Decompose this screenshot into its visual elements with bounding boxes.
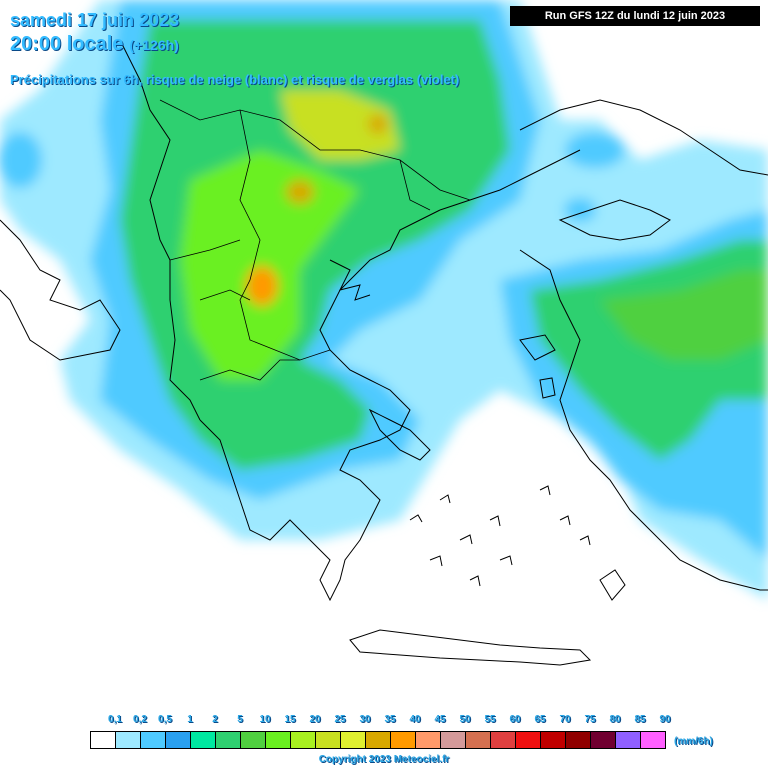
legend-swatch — [640, 731, 666, 749]
border-1 — [159, 99, 471, 201]
legend-swatch — [140, 731, 166, 749]
legend-swatch — [240, 731, 266, 749]
precip-field — [0, 0, 768, 600]
map-description: Précipitations sur 6h, risque de neige (… — [10, 72, 460, 87]
legend-tick-label: 75 — [584, 714, 596, 725]
legend-swatch — [190, 731, 216, 749]
color-legend: 0,1 0,2 0,5 1 2 5 10 15 20 25 30 35 40 45 50 55 60 65 70 75… — [0, 710, 768, 768]
chios — [539, 377, 556, 399]
italy-coast — [0, 219, 121, 361]
precip-blob-ne — [565, 132, 625, 168]
legend-tick-label: 2 — [212, 714, 218, 725]
legend-tick-label: 60 — [509, 714, 521, 725]
legend-swatch — [565, 731, 591, 749]
legend-swatch — [515, 731, 541, 749]
marmara-sea — [558, 199, 671, 241]
border-5 — [399, 159, 431, 211]
legend-swatch — [615, 731, 641, 749]
legend-swatch — [165, 731, 191, 749]
legend-tick-label: 1 — [187, 714, 193, 725]
rhodes — [599, 569, 626, 601]
adriatic-coast — [119, 39, 201, 421]
legend-tick-label: 80 — [609, 714, 621, 725]
legend-swatch — [440, 731, 466, 749]
coastlines-borders — [0, 39, 768, 666]
lesbos — [519, 334, 556, 361]
legend-tick-label: 70 — [559, 714, 571, 725]
legend-tick-label: 35 — [384, 714, 396, 725]
precip-east-lightgreen — [600, 270, 768, 360]
crete — [349, 629, 592, 666]
legend-tick-label: 65 — [534, 714, 546, 725]
euboea — [368, 408, 431, 461]
halkidiki — [329, 259, 371, 301]
cyclades — [409, 494, 513, 587]
border-2 — [239, 109, 331, 361]
legend-swatch — [540, 731, 566, 749]
legend-tick-label: 20 — [309, 714, 321, 725]
forecast-time: 20:00 locale (+126h) — [10, 33, 179, 56]
legend-tick-label: 85 — [634, 714, 646, 725]
run-info-box: Run GFS 12Z du lundi 12 juin 2023 — [510, 6, 760, 26]
legend-tick-label: 40 — [409, 714, 421, 725]
turkey-coast — [519, 249, 768, 591]
forecast-date: samedi 17 juin 2023 — [10, 10, 180, 30]
legend-tick-label: 90 — [659, 714, 671, 725]
precip-core-3 — [368, 114, 388, 134]
legend-swatch — [315, 731, 341, 749]
border-3 — [169, 239, 251, 301]
legend-tick-label: 5 — [237, 714, 243, 725]
precip-core-2 — [286, 180, 314, 204]
precip-blob-west — [0, 132, 42, 188]
legend-swatch — [465, 731, 491, 749]
legend-tick-label: 0,1 — [108, 714, 122, 725]
legend-swatch — [365, 731, 391, 749]
precip-core-1 — [246, 266, 278, 306]
precip-bright-green — [180, 150, 360, 380]
black-sea-coast — [519, 99, 768, 176]
legend-tick-label: 45 — [434, 714, 446, 725]
legend-tick-label: 25 — [334, 714, 346, 725]
legend-unit: (mm/6h) — [674, 736, 713, 747]
copyright-text: Copyright 2023 Meteociel.fr — [318, 754, 450, 765]
forecast-offset: (+126h) — [129, 37, 179, 53]
legend-swatch — [215, 731, 241, 749]
legend-tick-label: 15 — [284, 714, 296, 725]
legend-swatch — [115, 731, 141, 749]
legend-tick-label: 10 — [259, 714, 271, 725]
legend-tick-label: 0,5 — [158, 714, 172, 725]
legend-swatch — [390, 731, 416, 749]
legend-swatch — [490, 731, 516, 749]
legend-tick-label: 0,2 — [133, 714, 147, 725]
legend-swatch — [415, 731, 441, 749]
legend-swatch — [290, 731, 316, 749]
legend-swatch — [90, 731, 116, 749]
legend-tick-label: 55 — [484, 714, 496, 725]
legend-tick-label: 30 — [359, 714, 371, 725]
legend-swatch — [265, 731, 291, 749]
forecast-time-label: 20:00 locale — [10, 33, 124, 55]
legend-tick-label: 50 — [459, 714, 471, 725]
border-4 — [199, 359, 300, 381]
legend-swatch — [590, 731, 616, 749]
legend-swatch — [340, 731, 366, 749]
greece-mainland — [199, 209, 441, 602]
dodecanese — [539, 485, 591, 546]
